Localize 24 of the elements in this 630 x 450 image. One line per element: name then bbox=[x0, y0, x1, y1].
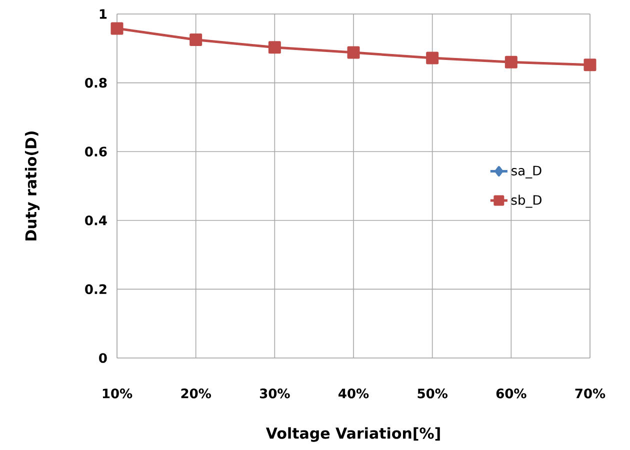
legend-label: sa_D bbox=[512, 166, 542, 178]
x-tick-label: 20% bbox=[181, 388, 211, 398]
y-tick-label: 0.2 bbox=[85, 284, 106, 294]
y-tick-label: 0.6 bbox=[85, 146, 107, 157]
point bbox=[268, 41, 281, 54]
x-tick-label: 30% bbox=[260, 388, 290, 398]
point bbox=[504, 56, 518, 68]
x-tick-label: 70% bbox=[575, 388, 606, 398]
x-tick-label: 10% bbox=[102, 388, 132, 398]
y-axis-title: Duty ratio(D) bbox=[24, 131, 40, 240]
legend-label: sb_D bbox=[511, 194, 542, 208]
y-tick-label: 1 bbox=[100, 9, 107, 19]
x-tick-label: 40% bbox=[338, 388, 369, 398]
point bbox=[190, 34, 202, 46]
point bbox=[347, 46, 360, 59]
x-tick-label: 50% bbox=[418, 388, 448, 398]
x-axis-title: Voltage Variation[%] bbox=[266, 427, 440, 442]
point bbox=[110, 22, 124, 35]
y-tick-label: 0.4 bbox=[85, 215, 107, 226]
point bbox=[426, 52, 439, 64]
point bbox=[584, 58, 596, 72]
y-tick-label: 0 bbox=[99, 353, 107, 363]
x-tick-label: 60% bbox=[496, 388, 526, 398]
y-tick-label: 0.8 bbox=[85, 78, 107, 88]
